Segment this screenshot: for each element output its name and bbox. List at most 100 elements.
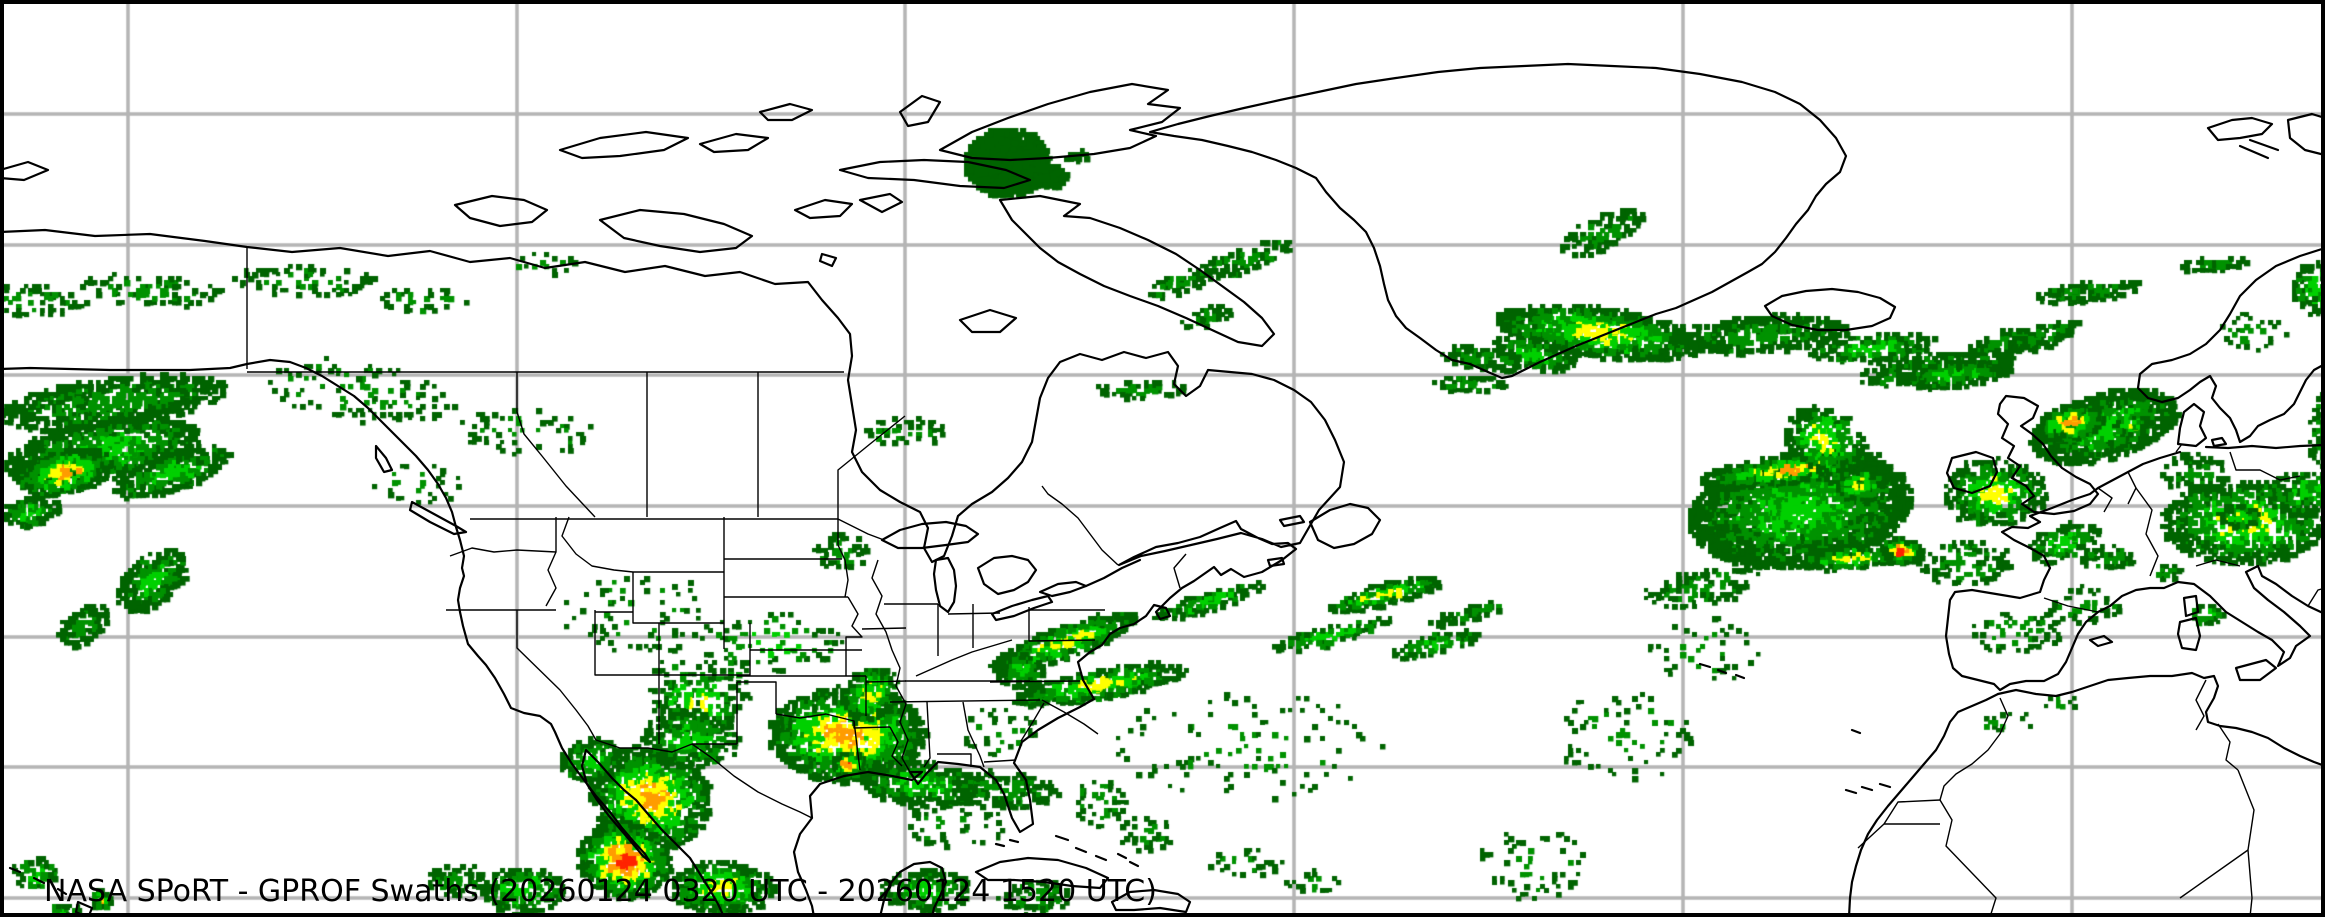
border-path [2127,471,2137,505]
coastline-path [758,102,814,122]
border-path [2179,849,2249,899]
coastline-path [818,252,838,268]
border-path [889,699,1041,703]
coastline-path [994,838,1020,848]
border-path [595,739,693,753]
border-path [923,701,931,768]
border-path [2043,597,2099,613]
coastline-path [2176,402,2208,448]
coastline-path [1996,394,2100,516]
coastline-path [2238,138,2280,160]
coastline-path [1278,514,1306,528]
coastline-path [1944,443,2325,692]
coastline-path [0,228,1346,917]
border-path [962,701,985,768]
coastline-layer [0,62,2325,917]
coastline-path [1844,728,1892,795]
coastline-path [0,358,726,917]
coastline-path [1763,287,1897,332]
border-path [947,612,1001,615]
coastline-path [2206,116,2274,142]
border-path [692,682,738,745]
border-path [516,372,596,518]
border-path [2195,559,2241,567]
coastline-path [0,160,50,182]
border-path [871,559,911,773]
border-path [915,639,1013,677]
coastline-path [793,198,854,220]
border-path [1020,702,1045,742]
border-path [1939,799,1997,917]
border-path [516,610,597,741]
border-path [837,519,849,598]
coastline-path [8,866,94,917]
coastline-path [1038,580,1088,598]
border-path [1028,607,1096,642]
coastline-path [1996,671,2325,768]
coastline-path [938,82,1182,162]
coastline-path [2210,436,2228,448]
coastline-path [958,308,1018,334]
coastline-path [998,194,1276,348]
coastline-path [838,158,1032,190]
border-path [737,681,777,714]
border-path [1173,553,1187,589]
border-path [937,753,972,767]
coastline-path [1847,692,2000,917]
coastline-path [1054,834,1140,868]
border-path [853,721,891,729]
coastline-path [558,130,690,160]
border-path [1857,799,1941,849]
border-path [989,680,1081,683]
border-path [632,572,724,624]
map-title: NASA SPoRT - GPROF Swaths (20260124 0320… [44,874,1157,909]
coastline-path [408,500,468,536]
border-path [545,517,557,607]
border-path [594,610,659,676]
border-path [775,713,861,771]
coastline-path [1266,556,1286,568]
coastline-path [598,208,754,254]
coastline-path [858,192,904,214]
coastline-path [2136,246,2325,444]
border-path [1041,699,1099,735]
border-path [449,547,557,557]
coastline-path [374,444,394,474]
coastline-path [2182,594,2200,618]
coastline-path [974,856,1110,890]
border-path [691,743,813,819]
border-path [983,759,1017,763]
border-path [658,623,751,676]
coastline-path [1084,558,1142,588]
coastline-path [2286,112,2325,157]
coastline-path [2088,634,2114,648]
coastline-path [453,194,549,228]
coastline-path [1945,450,1999,495]
coastline-path [2176,616,2202,652]
coastline-path [976,554,1038,596]
coastline-path [1148,62,1848,380]
border-path [865,680,907,683]
border-path [1041,485,1119,566]
border-path [2195,679,2207,731]
border-path [2229,451,2301,481]
coastline-path [1110,888,1192,914]
border-path [1939,697,2009,801]
coastline-path [1308,502,1382,550]
coastline-path [698,132,770,154]
coastline-path [2234,658,2278,682]
coastline-path [878,860,948,917]
political-border-layer [246,246,2325,917]
border-path [2097,487,2113,513]
border-path [561,516,724,573]
border-path [2135,487,2159,577]
border-path [2175,443,2183,453]
border-path [2237,769,2255,917]
coastline-path [1698,662,1746,680]
border-path [470,518,885,541]
coastline-path [880,520,980,550]
